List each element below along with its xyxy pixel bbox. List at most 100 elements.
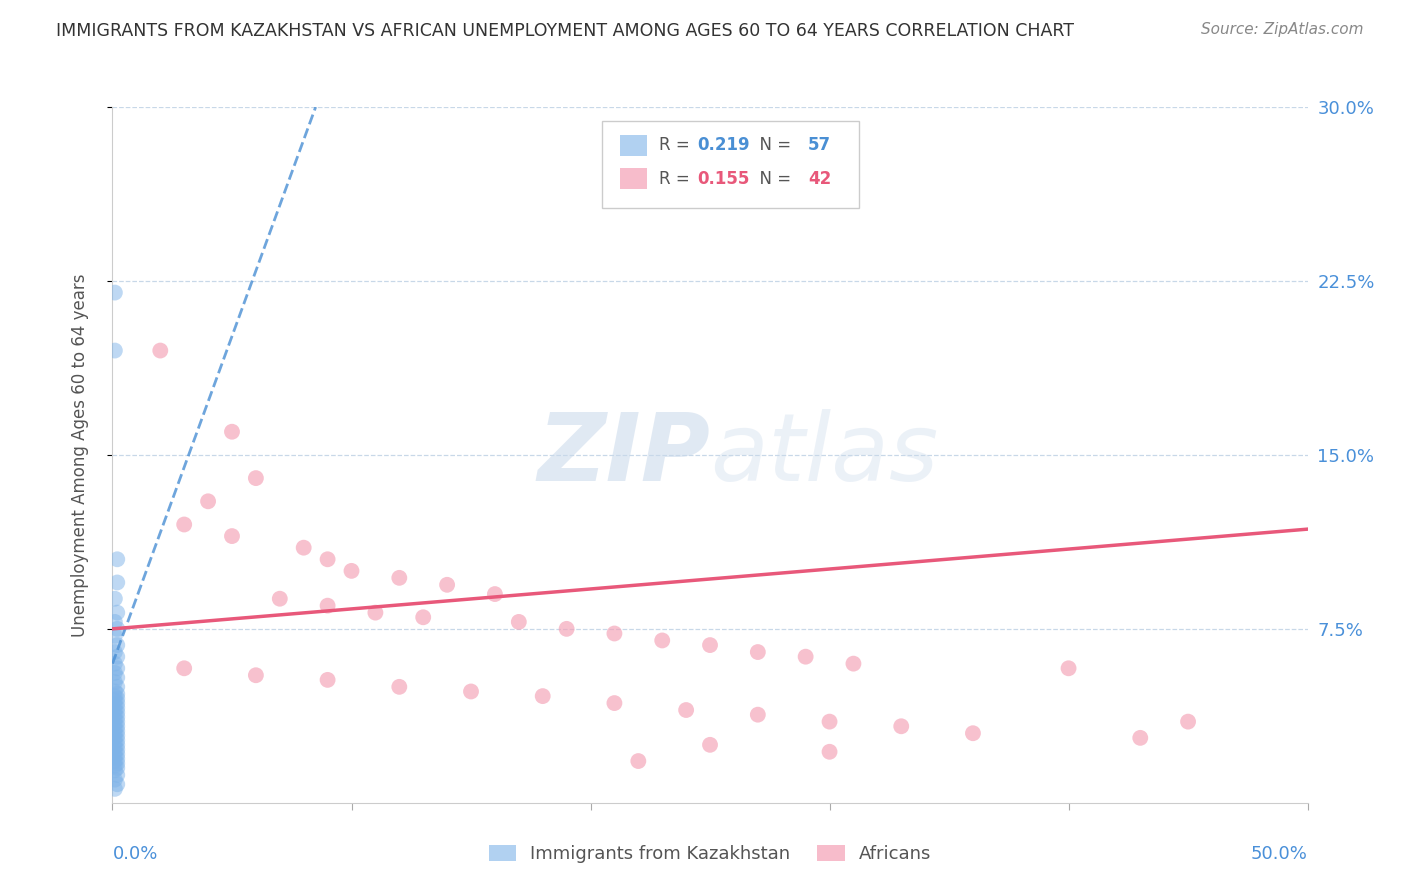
Text: 0.219: 0.219 bbox=[697, 136, 749, 154]
Text: 57: 57 bbox=[808, 136, 831, 154]
Point bbox=[105, 680, 128, 694]
Point bbox=[105, 747, 128, 761]
Point bbox=[105, 756, 128, 771]
Point bbox=[104, 758, 127, 772]
Point bbox=[436, 578, 458, 592]
Point bbox=[651, 633, 673, 648]
Text: 42: 42 bbox=[808, 169, 831, 187]
Point bbox=[104, 645, 127, 659]
Point bbox=[292, 541, 315, 555]
Point bbox=[104, 591, 127, 606]
Text: IMMIGRANTS FROM KAZAKHSTAN VS AFRICAN UNEMPLOYMENT AMONG AGES 60 TO 64 YEARS COR: IMMIGRANTS FROM KAZAKHSTAN VS AFRICAN UN… bbox=[56, 22, 1074, 40]
Point bbox=[105, 575, 128, 590]
Point bbox=[603, 696, 626, 710]
Text: N =: N = bbox=[749, 169, 797, 187]
Point bbox=[747, 707, 769, 722]
Point bbox=[104, 754, 127, 768]
Text: 50.0%: 50.0% bbox=[1251, 845, 1308, 863]
Point bbox=[508, 615, 530, 629]
Point bbox=[104, 707, 127, 722]
Point bbox=[221, 425, 243, 439]
Point bbox=[962, 726, 984, 740]
Point bbox=[105, 761, 128, 775]
Point bbox=[104, 764, 127, 778]
FancyBboxPatch shape bbox=[620, 135, 647, 156]
Point bbox=[105, 661, 128, 675]
Point bbox=[105, 706, 128, 720]
FancyBboxPatch shape bbox=[620, 169, 647, 189]
Point bbox=[104, 745, 127, 759]
Text: R =: R = bbox=[658, 169, 695, 187]
Point bbox=[173, 661, 195, 675]
Point bbox=[316, 552, 339, 566]
Point bbox=[245, 668, 267, 682]
Point bbox=[699, 738, 721, 752]
Point bbox=[104, 703, 127, 717]
Point bbox=[104, 689, 127, 703]
Point bbox=[104, 726, 127, 740]
Point bbox=[104, 684, 127, 698]
Point bbox=[104, 722, 127, 736]
Point bbox=[104, 657, 127, 671]
Point bbox=[105, 691, 128, 706]
Point bbox=[105, 752, 128, 766]
Legend: Immigrants from Kazakhstan, Africans: Immigrants from Kazakhstan, Africans bbox=[481, 838, 939, 871]
Point bbox=[105, 622, 128, 636]
Point bbox=[1057, 661, 1080, 675]
Point bbox=[364, 606, 387, 620]
Point bbox=[105, 719, 128, 733]
Point bbox=[105, 671, 128, 685]
Text: Source: ZipAtlas.com: Source: ZipAtlas.com bbox=[1201, 22, 1364, 37]
Point bbox=[794, 649, 817, 664]
Point bbox=[104, 343, 127, 358]
Point bbox=[105, 729, 128, 743]
Point bbox=[412, 610, 434, 624]
Point bbox=[245, 471, 267, 485]
Point bbox=[105, 638, 128, 652]
Point bbox=[818, 745, 841, 759]
Point bbox=[104, 717, 127, 731]
Point bbox=[197, 494, 219, 508]
Point bbox=[104, 698, 127, 713]
Point bbox=[1177, 714, 1199, 729]
Point bbox=[104, 749, 127, 764]
Text: N =: N = bbox=[749, 136, 797, 154]
FancyBboxPatch shape bbox=[603, 121, 859, 208]
Point bbox=[818, 714, 841, 729]
Point bbox=[269, 591, 291, 606]
Point bbox=[340, 564, 363, 578]
Point bbox=[842, 657, 865, 671]
Point bbox=[484, 587, 506, 601]
Point bbox=[675, 703, 697, 717]
Point bbox=[104, 629, 127, 643]
Point bbox=[104, 731, 127, 745]
Point bbox=[316, 673, 339, 687]
Point bbox=[104, 675, 127, 690]
Point bbox=[104, 781, 127, 796]
Point bbox=[460, 684, 482, 698]
Point bbox=[555, 622, 578, 636]
Point bbox=[105, 687, 128, 701]
Y-axis label: Unemployment Among Ages 60 to 64 years: Unemployment Among Ages 60 to 64 years bbox=[70, 273, 89, 637]
Point bbox=[104, 712, 127, 726]
Text: R =: R = bbox=[658, 136, 695, 154]
Point bbox=[105, 742, 128, 756]
Point bbox=[747, 645, 769, 659]
Point bbox=[105, 738, 128, 752]
Point bbox=[105, 696, 128, 710]
Point bbox=[105, 700, 128, 714]
Text: 0.155: 0.155 bbox=[697, 169, 749, 187]
Point bbox=[105, 723, 128, 738]
Point bbox=[105, 710, 128, 724]
Point bbox=[104, 665, 127, 680]
Point bbox=[627, 754, 650, 768]
Point bbox=[105, 606, 128, 620]
Point bbox=[104, 772, 127, 787]
Point bbox=[105, 777, 128, 791]
Point bbox=[1129, 731, 1152, 745]
Point bbox=[388, 680, 411, 694]
Point bbox=[531, 689, 554, 703]
Point bbox=[105, 649, 128, 664]
Point bbox=[105, 768, 128, 782]
Point bbox=[104, 735, 127, 749]
